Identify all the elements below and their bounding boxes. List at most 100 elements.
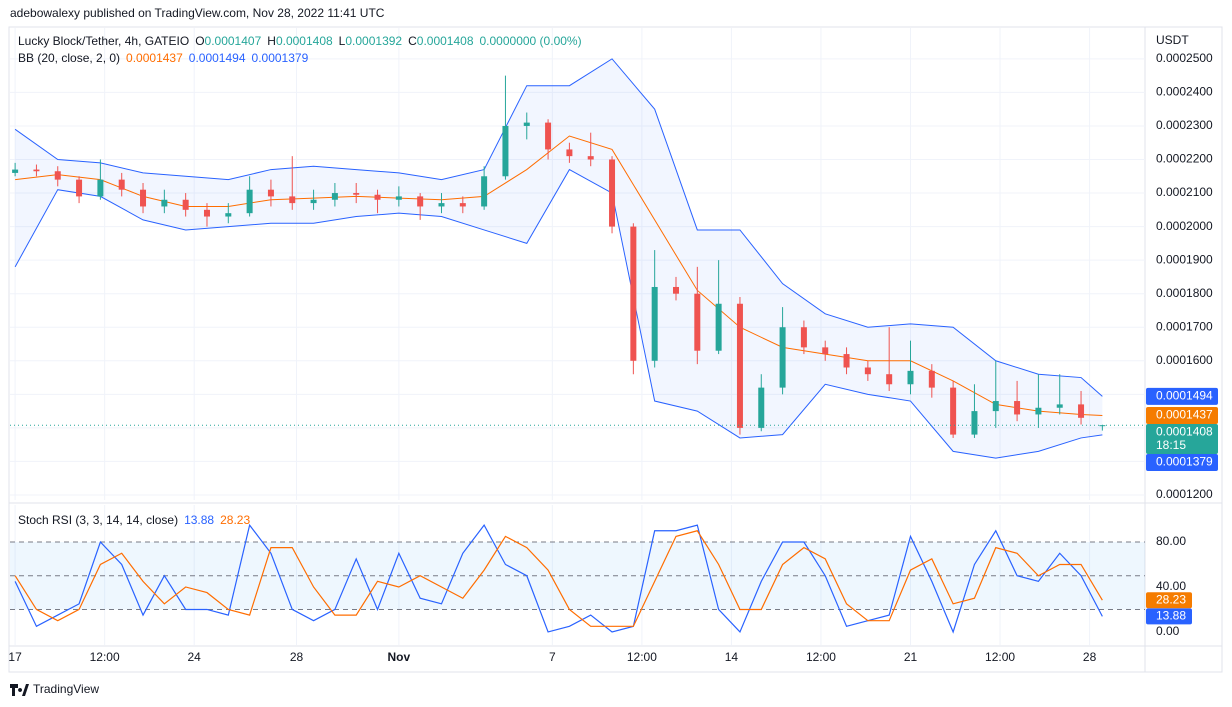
price-badge	[1146, 453, 1218, 471]
candle-body	[843, 354, 850, 368]
candle-body	[1056, 404, 1063, 408]
candle-body	[907, 370, 914, 385]
legend-main: Lucky Block/Tether, 4h, GATEIO O0.0001407…	[18, 34, 582, 48]
y-tick-label: 80.00	[1156, 534, 1186, 548]
candle-body	[992, 401, 999, 412]
x-tick-label: Nov	[388, 650, 411, 664]
frame	[8, 26, 1223, 673]
candle-body	[1035, 407, 1042, 415]
brand-logo	[10, 684, 29, 696]
candle-body	[118, 179, 125, 190]
y-tick-label: 0.0002200	[1156, 152, 1213, 166]
candle-body	[864, 367, 871, 375]
rsi-line	[14, 530, 1103, 627]
x-tick-label: 24	[188, 650, 202, 664]
price-badge-label: 0.0001408	[1156, 425, 1213, 439]
candle-body	[225, 213, 232, 217]
candle-body	[566, 149, 573, 157]
rsi-line	[14, 523, 1103, 634]
y-tick-label: 0.0001900	[1156, 252, 1213, 266]
candle-body	[502, 125, 509, 177]
candle-body	[758, 387, 765, 428]
candle-body	[161, 199, 168, 207]
candle-body	[609, 159, 616, 227]
price-badge-label: 0.0001437	[1156, 408, 1213, 422]
unit: USDT	[1156, 33, 1189, 47]
rsi-d-value: 28.23	[220, 513, 250, 527]
ohlc-label: H	[267, 34, 276, 48]
candle-body	[289, 196, 296, 204]
y-tick-label: 0.0002100	[1156, 185, 1213, 199]
y-tick-label: 0.0001200	[1156, 487, 1213, 501]
candle-body	[54, 171, 61, 180]
y-tick-label: 0.00	[1156, 624, 1180, 638]
ohlc-label: O	[195, 34, 204, 48]
bb-basis	[15, 135, 1103, 416]
bb-basis-value: 0.0001437	[126, 51, 183, 65]
x-tick-label: 21	[904, 650, 918, 664]
ohlc-value: 0.0001407	[205, 34, 262, 48]
candle-body	[587, 156, 594, 160]
candle-body	[374, 194, 381, 200]
candle-body	[12, 169, 19, 173]
candle-body	[715, 303, 722, 351]
candle-body	[182, 199, 189, 210]
brand-name: TradingView	[33, 682, 99, 696]
candle-body	[822, 347, 829, 355]
y-tick-label: 0.0001800	[1156, 286, 1213, 300]
x-tick-label: 14	[725, 650, 739, 664]
ohlc-value: 0.0001408	[276, 34, 333, 48]
rsi-badge-label: 13.88	[1156, 609, 1186, 623]
candle-body	[651, 286, 658, 361]
publisher: adebowalexy published on TradingView.com…	[10, 6, 385, 20]
candle-body	[203, 209, 210, 217]
price-badge	[1146, 387, 1218, 405]
x-tick-label: 12:00	[627, 650, 657, 664]
price-badge	[1146, 406, 1218, 424]
candle-body	[886, 374, 893, 385]
candle-body	[267, 189, 274, 197]
candle-body	[395, 196, 402, 200]
symbol: Lucky Block/Tether, 4h, GATEIO	[18, 34, 189, 48]
candle-body	[246, 189, 253, 214]
bb-upper	[14, 58, 1103, 397]
indicator: BB (20, close, 2, 0)	[18, 51, 120, 65]
ohlc-label: L	[339, 34, 346, 48]
candle-body	[694, 293, 701, 351]
brand: TradingView	[10, 682, 99, 696]
candle-body	[459, 203, 466, 207]
rsi-badge	[1146, 592, 1192, 609]
candle-body	[331, 193, 338, 200]
rsi-badge-label: 28.23	[1156, 592, 1186, 606]
change: 0.0000000 (0.00%)	[480, 34, 582, 48]
candle-body	[736, 303, 743, 428]
candle-body	[97, 179, 104, 197]
price-badge	[1146, 423, 1218, 454]
y-tick-label: 0.0002000	[1156, 219, 1213, 233]
candle-body	[1014, 401, 1021, 415]
candle-body	[630, 226, 637, 361]
candle-body	[438, 203, 445, 207]
bb-upper-value: 0.0001494	[189, 51, 246, 65]
legend-bb: BB (20, close, 2, 0) 0.0001437 0.0001494 0.…	[18, 51, 309, 65]
candle-body	[33, 169, 40, 172]
rsi-k-value: 13.88	[184, 513, 214, 527]
x-tick-label: 17	[8, 650, 22, 664]
y-tick-label: 0.0002500	[1156, 51, 1213, 65]
candle-body	[140, 189, 147, 207]
price-badge-label: 0.0001494	[1156, 389, 1213, 403]
bb-lower-value: 0.0001379	[252, 51, 309, 65]
candle-body	[1078, 404, 1085, 418]
candle-body	[928, 370, 935, 388]
rsi-badge	[1146, 608, 1192, 625]
price-badge-label: 0.0001379	[1156, 455, 1213, 469]
candle-body	[481, 176, 488, 207]
ohlc-value: 0.0001408	[417, 34, 474, 48]
candle-body	[353, 193, 360, 195]
x-tick-label: 12:00	[90, 650, 120, 664]
y-tick-label: 0.0001700	[1156, 319, 1213, 333]
candle-body	[800, 327, 807, 348]
